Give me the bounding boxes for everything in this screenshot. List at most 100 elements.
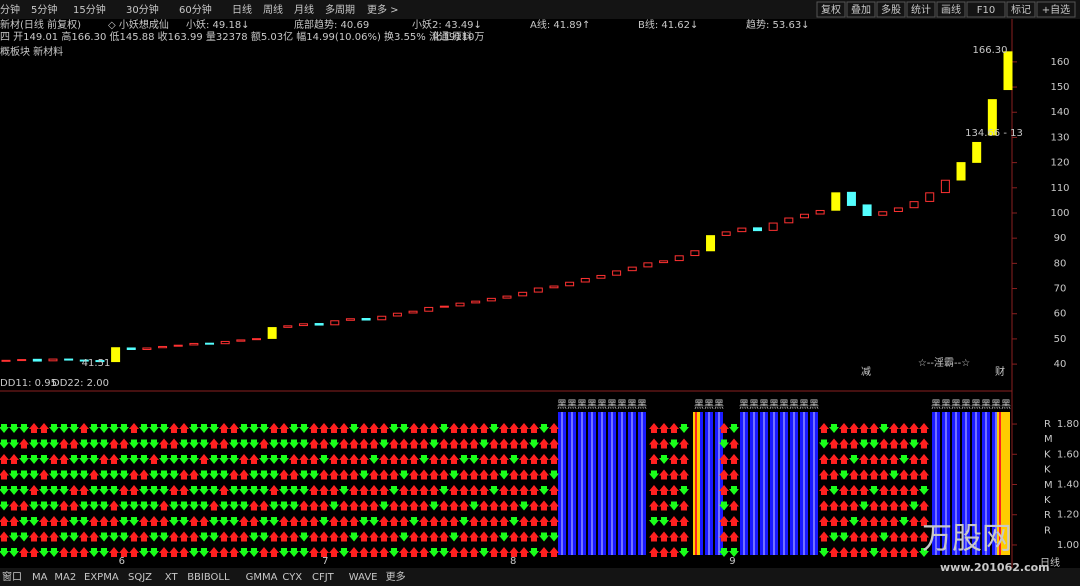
bottom-tab[interactable]: GMMA bbox=[246, 572, 278, 583]
signal-arrow bbox=[509, 455, 519, 464]
signal-arrow bbox=[39, 501, 49, 511]
bottom-tab[interactable]: SQJZ bbox=[128, 572, 152, 583]
bottom-tab[interactable]: CFJT bbox=[312, 572, 335, 583]
period-tab[interactable]: 多周期 bbox=[325, 3, 355, 16]
period-tab[interactable]: 更多 > bbox=[367, 3, 399, 16]
signal-arrow bbox=[459, 469, 469, 480]
toolbar-button[interactable]: 画线 bbox=[941, 3, 961, 16]
block-marker: 黑 bbox=[714, 399, 724, 411]
period-tab[interactable]: 日线 bbox=[232, 3, 252, 16]
y-tick-label: 50 bbox=[1054, 334, 1067, 345]
signal-arrow bbox=[39, 455, 49, 464]
signal-arrow bbox=[529, 516, 539, 526]
signal-arrow bbox=[209, 486, 219, 495]
period-tab[interactable]: 周线 bbox=[263, 3, 283, 16]
bottom-tab[interactable]: EXPMA bbox=[84, 572, 119, 583]
signal-arrow bbox=[89, 455, 99, 464]
signal-arrow bbox=[259, 486, 269, 495]
signal-arrow bbox=[519, 485, 529, 495]
signal-arrow bbox=[459, 485, 469, 495]
signal-arrow bbox=[439, 500, 449, 511]
signal-arrow bbox=[519, 531, 529, 542]
period-tab[interactable]: 30分钟 bbox=[126, 3, 159, 16]
signal-arrow bbox=[509, 469, 519, 480]
block-marker: 黑 bbox=[694, 399, 704, 411]
bottom-tab[interactable]: BBIBOLL bbox=[187, 572, 230, 583]
signal-arrow bbox=[539, 424, 549, 433]
block-marker: 黑 bbox=[1001, 399, 1011, 411]
signal-arrow bbox=[859, 531, 869, 542]
signal-arrow bbox=[419, 500, 429, 511]
toolbar-button[interactable]: 复权 bbox=[821, 3, 841, 16]
signal-arrow bbox=[469, 455, 479, 464]
y-tick-label: 130 bbox=[1050, 132, 1069, 143]
bottom-tab[interactable]: WAVE bbox=[349, 572, 378, 583]
y-tick-label: 1.40 bbox=[1057, 480, 1079, 491]
signal-arrow bbox=[79, 470, 89, 480]
bottom-tab[interactable]: 更多 bbox=[386, 570, 406, 583]
toolbar-button[interactable]: F10 bbox=[977, 5, 995, 16]
signal-arrow bbox=[669, 454, 679, 464]
signal-arrow bbox=[69, 455, 79, 464]
period-tab[interactable]: 月线 bbox=[294, 3, 314, 16]
signal-arrow bbox=[729, 516, 739, 526]
sector: 化工原料 bbox=[432, 30, 472, 43]
signal-arrow bbox=[849, 547, 859, 557]
y-tick-label: 1.60 bbox=[1057, 449, 1079, 460]
signal-arrow bbox=[439, 531, 449, 542]
x-label: 7 bbox=[322, 556, 328, 567]
signal-arrow bbox=[29, 423, 39, 433]
signal-arrow bbox=[199, 532, 209, 542]
signal-arrow bbox=[79, 547, 89, 557]
signal-arrow bbox=[9, 486, 19, 495]
signal-arrow bbox=[869, 486, 879, 495]
signal-arrow bbox=[279, 469, 289, 480]
signal-arrow bbox=[429, 548, 439, 557]
bottom-tab[interactable]: 窗口 bbox=[2, 570, 22, 583]
period-tab[interactable]: 5分钟 bbox=[31, 3, 57, 16]
signal-arrow bbox=[339, 516, 349, 526]
signal-arrow bbox=[319, 517, 329, 526]
signal-arrow bbox=[99, 439, 109, 449]
signal-arrow bbox=[439, 548, 449, 557]
signal-arrow bbox=[89, 516, 99, 526]
signal-arrow bbox=[169, 547, 179, 557]
signal-arrow bbox=[819, 469, 829, 480]
period-tab[interactable]: 分钟 bbox=[0, 3, 20, 16]
signal-arrow bbox=[239, 516, 249, 526]
signal-arrow bbox=[479, 516, 489, 526]
signal-arrow bbox=[499, 547, 509, 557]
candle bbox=[956, 162, 966, 181]
bottom-tab[interactable]: MA2 bbox=[54, 572, 76, 583]
period-tab[interactable]: 60分钟 bbox=[179, 3, 212, 16]
signal-arrow bbox=[849, 455, 859, 464]
toolbar-button[interactable]: 多股 bbox=[881, 3, 901, 16]
period-tab[interactable]: 15分钟 bbox=[73, 3, 106, 16]
signal-arrow bbox=[649, 517, 659, 526]
signal-arrow bbox=[109, 500, 119, 511]
signal-arrow bbox=[719, 439, 729, 449]
bottom-tab[interactable]: XT bbox=[165, 572, 179, 583]
toolbar-button[interactable]: 统计 bbox=[911, 3, 931, 16]
candle bbox=[768, 222, 778, 231]
info-item: 新材(日线 前复权) bbox=[0, 18, 81, 31]
toolbar-button[interactable]: +自选 bbox=[1042, 3, 1070, 16]
bottom-tab[interactable]: CYX bbox=[282, 572, 302, 583]
toolbar-button[interactable]: 叠加 bbox=[851, 4, 871, 16]
signal-arrow bbox=[229, 423, 239, 433]
block-marker: 黑 bbox=[931, 399, 941, 411]
annotation: 134.66 - 13 bbox=[965, 128, 1023, 139]
bottom-tab[interactable]: MA bbox=[32, 572, 48, 583]
signal-arrow bbox=[919, 548, 929, 557]
toolbar-button[interactable]: 标记 bbox=[1011, 4, 1031, 16]
signal-arrow bbox=[469, 438, 479, 449]
candle bbox=[32, 358, 42, 362]
signal-arrow bbox=[919, 423, 929, 433]
signal-arrow bbox=[889, 531, 899, 542]
signal-arrow bbox=[289, 454, 299, 464]
signal-arrow bbox=[429, 469, 439, 480]
stripe bbox=[999, 412, 1001, 555]
signal-arrow bbox=[109, 454, 119, 464]
signal-arrow bbox=[249, 439, 259, 449]
signal-arrow bbox=[469, 501, 479, 511]
